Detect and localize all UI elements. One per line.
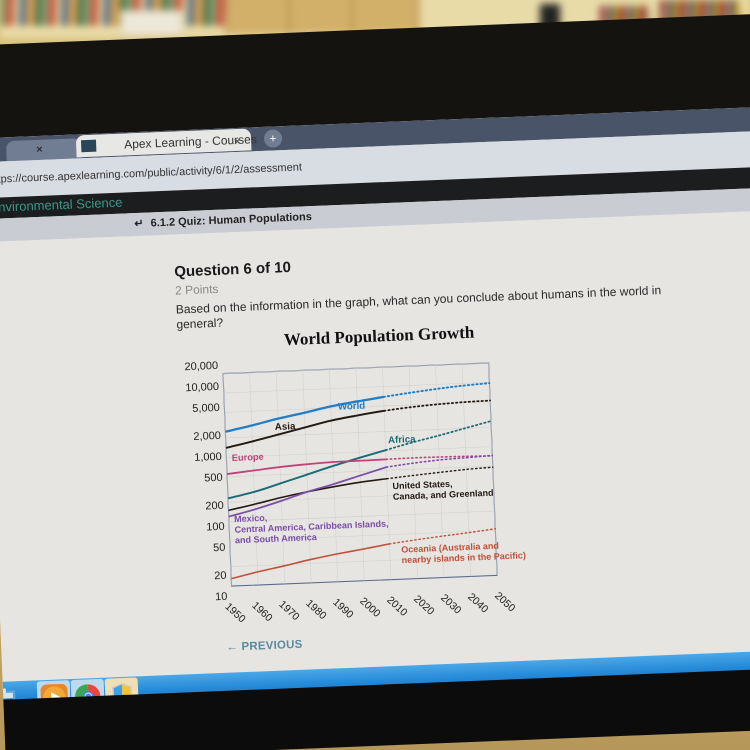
svg-text:Mexico,: Mexico, (234, 513, 267, 524)
svg-text:Africa: Africa (388, 434, 417, 446)
svg-text:Europe: Europe (232, 452, 264, 463)
svg-text:Asia: Asia (275, 421, 297, 433)
svg-text:World: World (338, 401, 366, 413)
svg-text:and South America: and South America (235, 532, 318, 545)
